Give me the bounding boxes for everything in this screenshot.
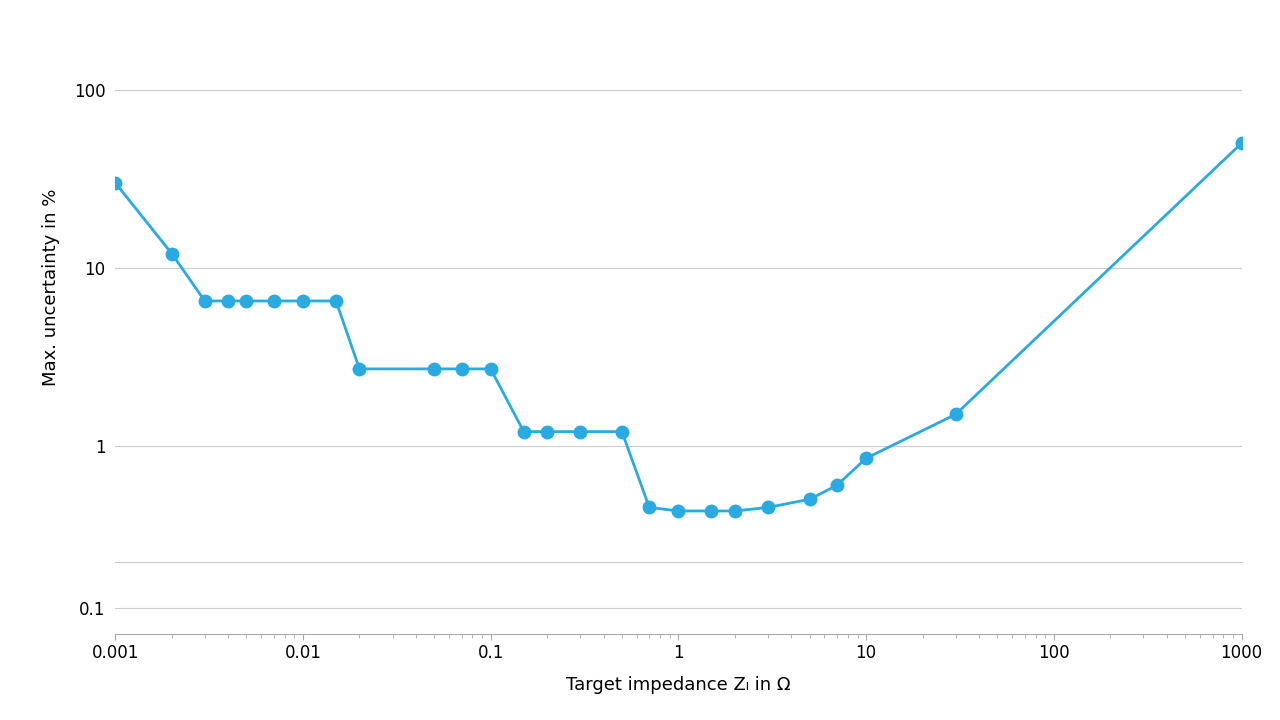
X-axis label: Target impedance Zₗ in Ω: Target impedance Zₗ in Ω bbox=[566, 676, 791, 694]
Y-axis label: Max. uncertainty in %: Max. uncertainty in % bbox=[42, 189, 60, 386]
